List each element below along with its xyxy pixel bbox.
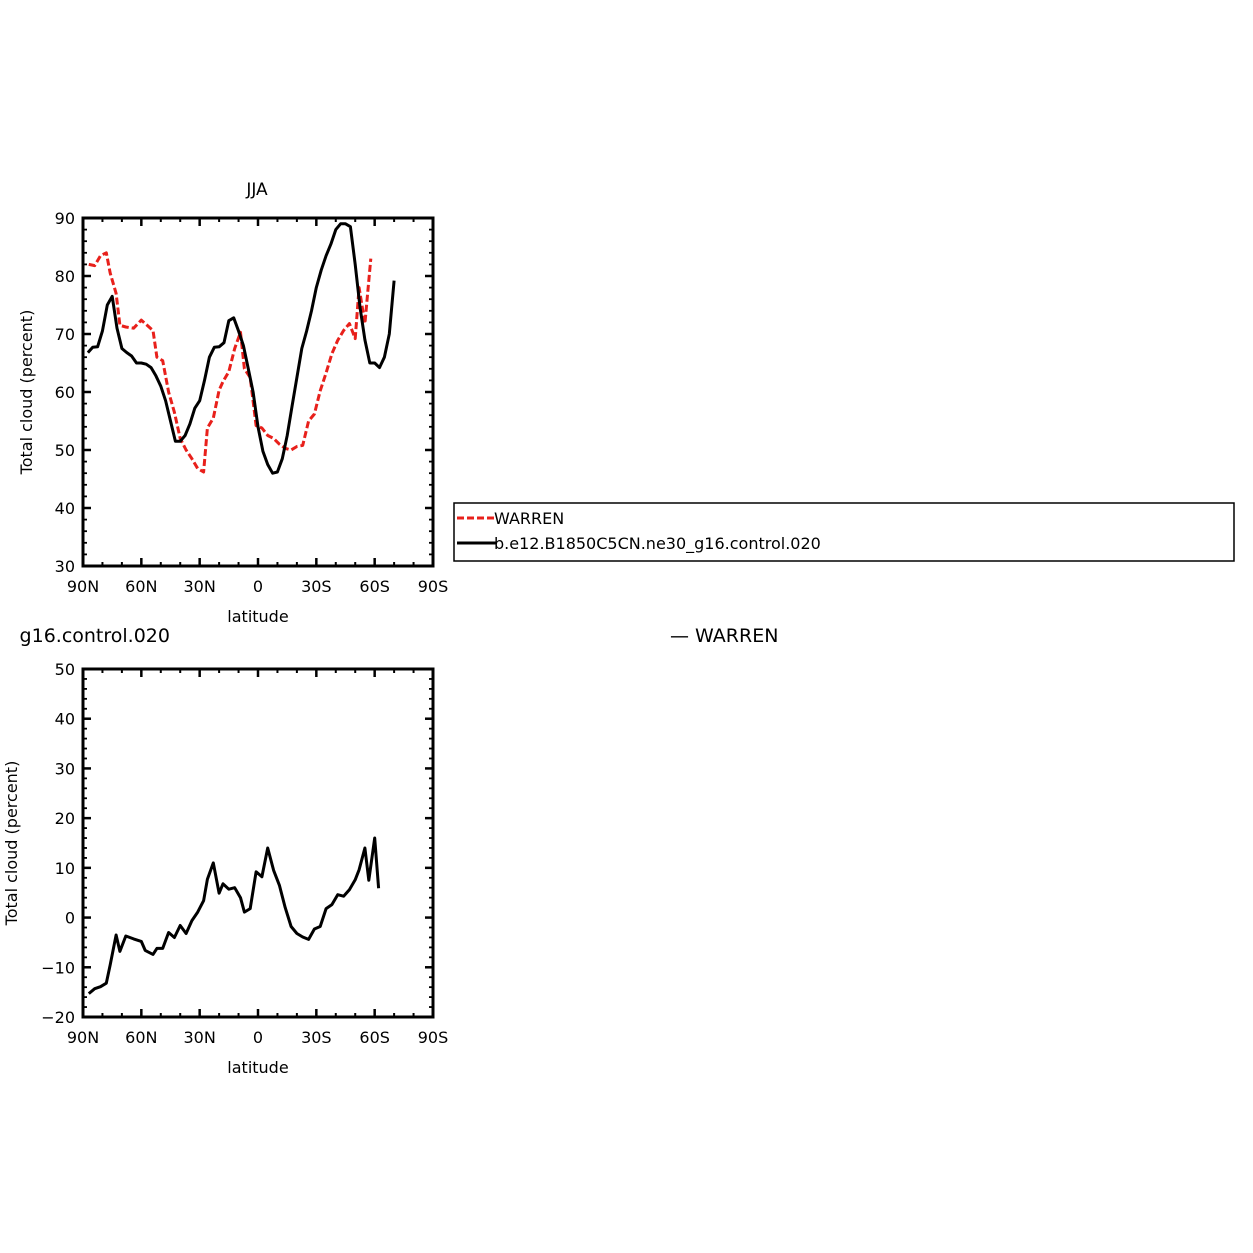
x-tick-labels: 90N 60N 30N 0 30S 60S 90S [67,577,448,596]
y-tick-label: 40 [55,499,75,518]
x-tick-label: 30S [301,1028,332,1047]
x-tick-label: 60N [125,577,157,596]
x-tick-label: 60N [125,1028,157,1047]
legend-frame [453,502,1235,562]
y-axis-label: Total cloud (percent) [2,761,21,927]
y-tick-label: 0 [65,909,75,928]
y-tick-label: −20 [41,1008,75,1027]
y-tick-label: 10 [55,859,75,878]
y-tick-label: −10 [41,958,75,977]
legend: WARREN b.e12.B1850C5CN.ne30_g16.control.… [453,502,1235,562]
y-tick-label: 30 [55,557,75,576]
y-tick-label: 80 [55,267,75,286]
x-axis-label: latitude [227,607,288,626]
legend-label-control: b.e12.B1850C5CN.ne30_g16.control.020 [494,534,821,554]
y-tick-label: 50 [55,660,75,679]
x-axis-label: latitude [227,1058,288,1077]
x-tick-label: 0 [253,577,263,596]
series-group [86,222,396,475]
x-tick-label: 30N [184,577,216,596]
y-tick-label: 90 [55,209,75,228]
plot-frame [81,216,435,568]
difference-panel: g16.control.020 — WARREN 90N 60N 30N 0 30S 60… [2,625,778,1077]
axis-ticks [81,216,435,568]
series-line-difference [87,836,381,995]
jja-panel: JJA 90N 60N 30N 0 30S 60S 90S 30 40 50 60 70 80 90 l… [17,180,448,626]
x-tick-label: 90N [67,1028,99,1047]
series-line-warren [88,251,373,474]
x-tick-label: 0 [253,1028,263,1047]
x-tick-labels: 90N 60N 30N 0 30S 60S 90S [67,1028,448,1047]
panel-title: JJA [245,180,268,200]
x-tick-label: 30S [301,577,332,596]
legend-label-warren: WARREN [494,509,564,528]
panel-title-clipped: g16.control.020 [20,625,170,647]
x-tick-label: 90S [418,1028,449,1047]
x-tick-label: 90S [418,577,449,596]
series-group [87,836,381,995]
x-tick-label: 30N [184,1028,216,1047]
x-tick-label: 60S [359,577,390,596]
x-tick-label: 90N [67,577,99,596]
y-tick-label: 40 [55,710,75,729]
plot-frame [81,667,435,1019]
y-tick-label: 50 [55,441,75,460]
y-tick-labels: 30 40 50 60 70 80 90 [55,209,75,576]
axis-ticks [81,667,435,1019]
y-tick-label: 20 [55,809,75,828]
y-tick-label: 30 [55,759,75,778]
panel-subtitle: — WARREN [670,625,778,647]
y-tick-label: 70 [55,325,75,344]
series-line-b [86,222,396,475]
y-tick-label: 60 [55,383,75,402]
y-tick-labels: −20 −10 0 10 20 30 40 50 [41,660,75,1027]
x-tick-label: 60S [359,1028,390,1047]
y-axis-label: Total cloud (percent) [17,310,36,476]
